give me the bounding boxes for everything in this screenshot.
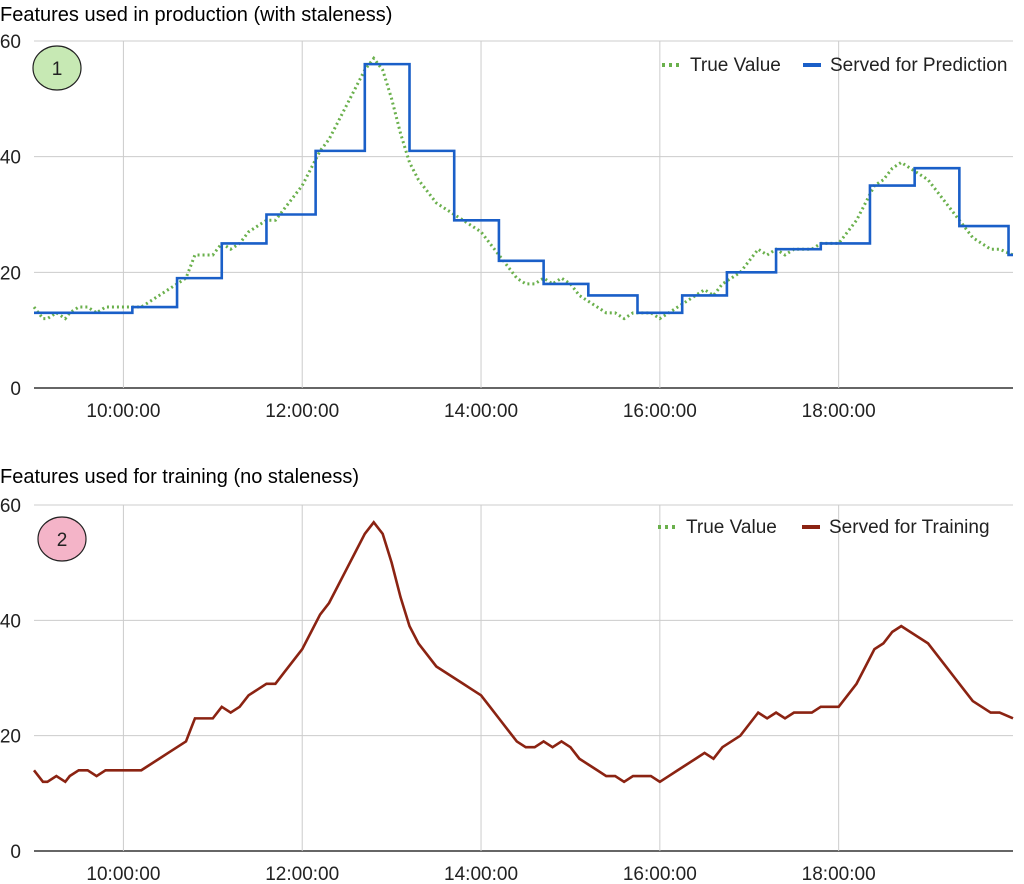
gridlines — [34, 504, 1013, 852]
badge-label: 2 — [57, 530, 68, 551]
legend: True Value Served for Training — [658, 517, 990, 538]
x-tick-label: 14:00:00 — [444, 864, 518, 884]
chart-production: Features used in production (with stalen… — [0, 4, 1014, 422]
chart-badge: 2 — [37, 516, 87, 562]
x-tick-label: 16:00:00 — [623, 864, 697, 884]
legend-label-true-value: True Value — [686, 517, 777, 538]
legend-label-served-training: Served for Training — [829, 517, 990, 538]
x-tick-label: 18:00:00 — [802, 864, 876, 884]
gridlines — [34, 40, 1013, 389]
x-tick-label: 12:00:00 — [265, 864, 339, 884]
series-lines — [32, 55, 1014, 321]
badge-circle — [37, 516, 87, 562]
x-tick-label: 12:00:00 — [265, 401, 339, 422]
y-axis-ticks: 0 20 40 60 — [0, 32, 21, 400]
y-tick-label: 20 — [0, 263, 21, 284]
series-lines — [32, 520, 1014, 784]
chart-training: Features used for training (no staleness… — [0, 466, 1014, 884]
y-tick-label: 0 — [10, 379, 21, 400]
y-tick-label: 20 — [0, 727, 21, 748]
x-tick-label: 10:00:00 — [86, 401, 160, 422]
y-tick-label: 40 — [0, 611, 21, 632]
y-axis-ticks: 0 20 40 60 — [0, 496, 21, 863]
chart-title: Features used for training (no staleness… — [0, 466, 359, 488]
badge-circle — [32, 45, 82, 91]
series-line-served-for-prediction — [34, 62, 1013, 315]
badge-label: 1 — [52, 59, 63, 80]
x-axis-ticks: 10:00:00 12:00:00 14:00:00 16:00:00 18:00:00 — [86, 864, 875, 884]
series-line-served-for-training — [32, 520, 1014, 784]
x-axis-ticks: 10:00:00 12:00:00 14:00:00 16:00:00 18:00:00 — [86, 401, 875, 422]
x-tick-label: 10:00:00 — [86, 864, 160, 884]
series-line-true-value — [32, 55, 1014, 321]
y-tick-label: 0 — [10, 842, 21, 863]
y-tick-label: 60 — [0, 32, 21, 53]
chart-title: Features used in production (with stalen… — [0, 4, 392, 26]
legend-label-true-value: True Value — [690, 55, 781, 76]
x-tick-label: 16:00:00 — [623, 401, 697, 422]
x-tick-label: 14:00:00 — [444, 401, 518, 422]
y-tick-label: 40 — [0, 148, 21, 169]
x-tick-label: 18:00:00 — [802, 401, 876, 422]
chart-badge: 1 — [32, 45, 82, 91]
y-tick-label: 60 — [0, 496, 21, 517]
legend-label-served-prediction: Served for Prediction — [830, 55, 1007, 76]
legend: True Value Served for Prediction — [662, 55, 1007, 76]
